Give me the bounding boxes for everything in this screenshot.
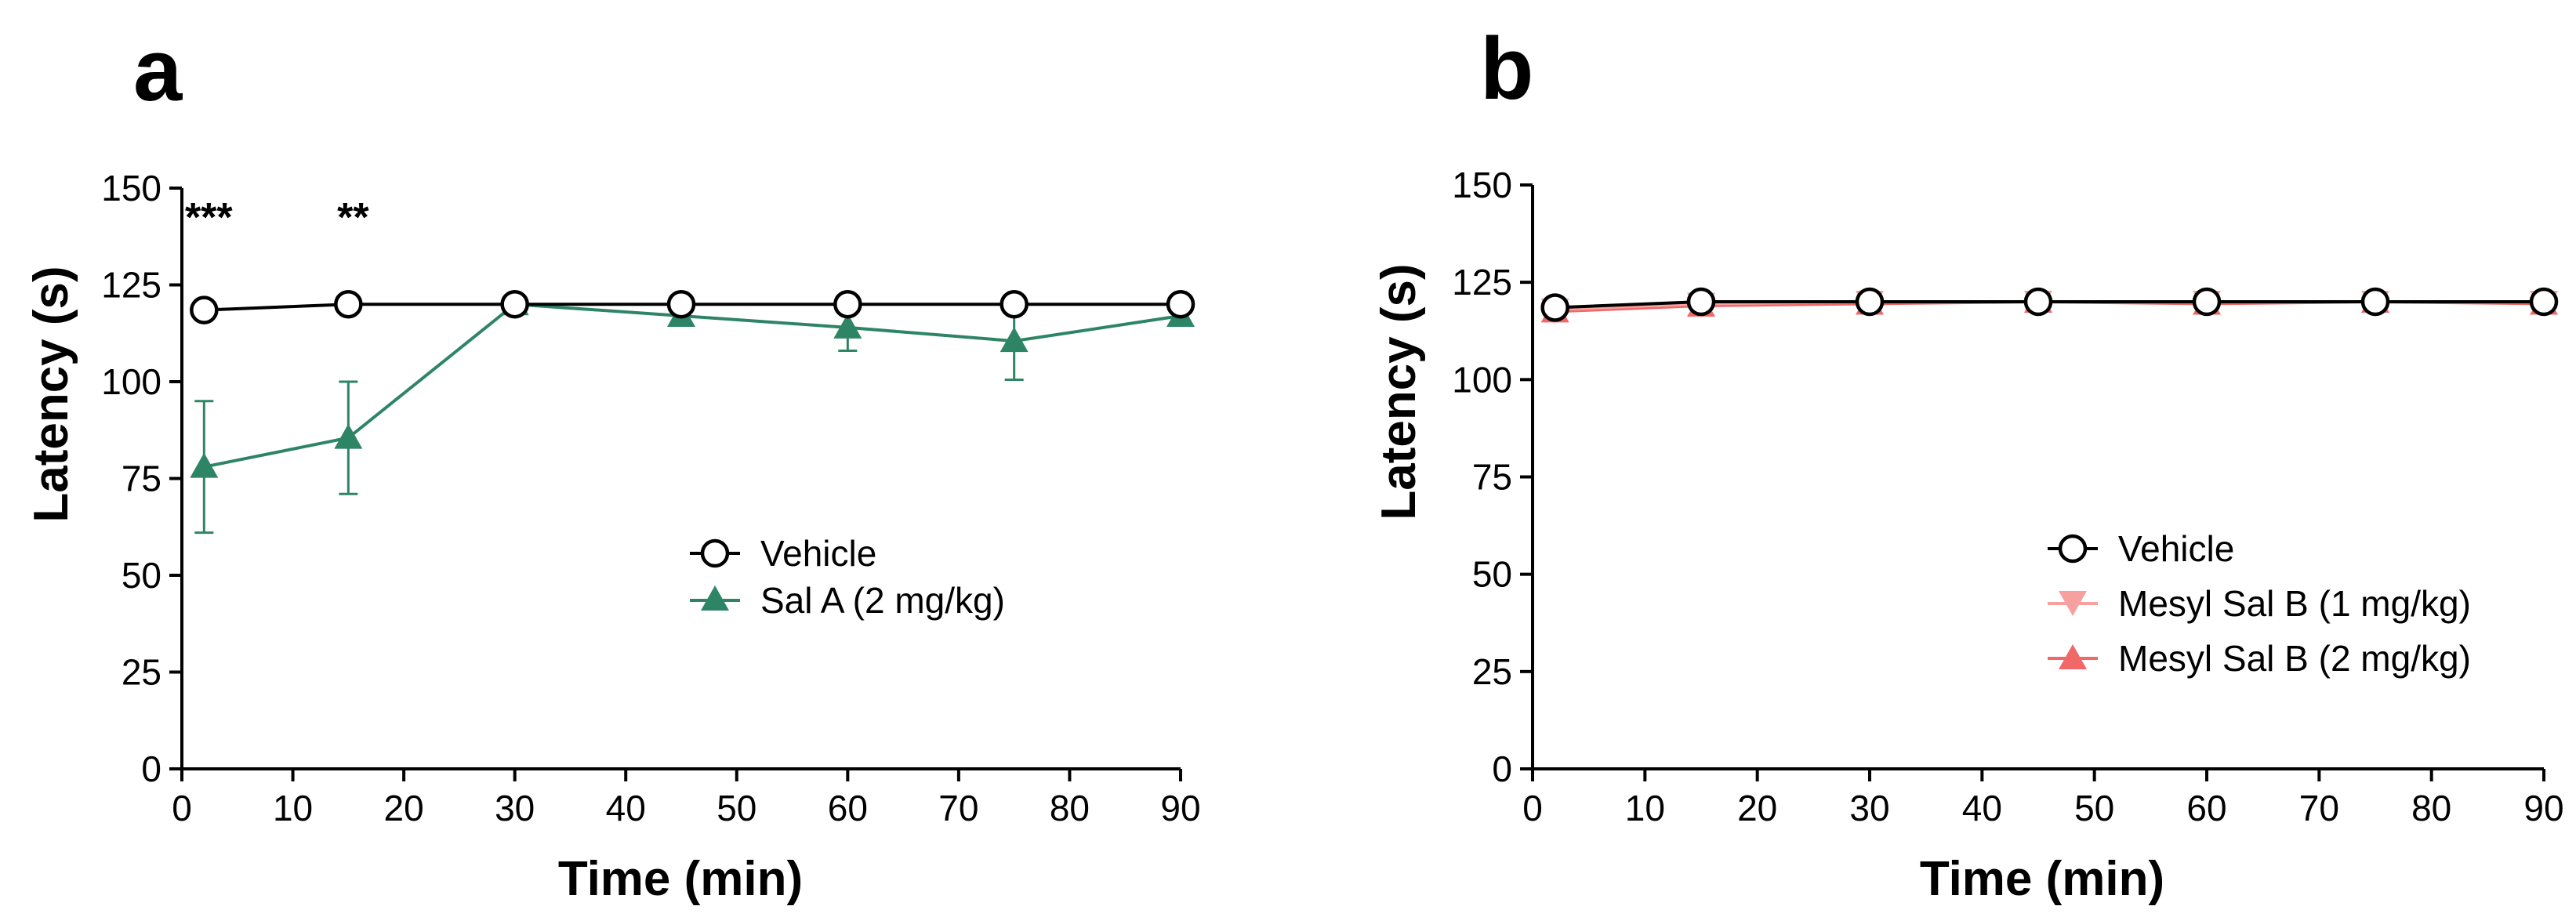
data-point [833,289,862,319]
x-tick-label-50: 50 [717,788,756,828]
y-tick-label-125: 125 [1452,262,1512,303]
data-point [334,423,363,449]
x-tick-label-70: 70 [2299,788,2339,828]
data-point [334,289,363,319]
data-point [2529,287,2559,317]
series-1 [190,290,1195,535]
x-tick-label-70: 70 [938,788,978,828]
panel-a-annotations: *** ** [185,195,369,241]
x-tick-label-0: 0 [172,788,192,828]
data-point [1855,287,1885,317]
data-point [190,452,219,478]
panel-a: a 0 25 50 75 100 125 150 0 10 20 30 40 50 60 70 80 90 Ti… [24,21,1201,906]
x-tick-label-20: 20 [384,788,424,828]
panel-a-series [190,289,1195,535]
data-point [190,295,219,324]
x-tick-label-20: 20 [1737,788,1777,828]
panel-b-legend-mesyl-2: Mesyl Sal B (2 mg/kg) [2048,638,2471,679]
panel-b-ticks: 0 25 50 75 100 125 150 0 10 20 30 40 50 60 70 80 90 [1452,165,2563,828]
legend-label-vehicle: Vehicle [760,533,876,574]
series-0 [1540,287,2559,322]
data-point [1000,327,1029,353]
data-point [500,289,529,319]
data-point [1000,289,1029,319]
panel-b: b 0 25 50 75 100 125 150 0 10 20 30 40 50 60 70 80 90 Ti… [1372,20,2564,906]
panel-b-legend: Vehicle Mesyl Sal B (1 mg/kg) Mesyl Sal … [2048,528,2471,679]
x-tick-label-30: 30 [495,788,535,828]
panel-a-x-axis-label: Time (min) [558,852,803,906]
series-0 [190,289,1195,324]
panel-letter-a: a [133,21,183,119]
x-tick-label-80: 80 [1050,788,1090,828]
data-point [2023,287,2053,317]
panel-a-legend-sal-a: Sal A (2 mg/kg) [690,580,1005,621]
x-tick-label-60: 60 [2186,788,2226,828]
legend-marker-mesyl-1 [2059,591,2087,616]
y-tick-label-0: 0 [141,748,161,789]
x-tick-label-10: 10 [1625,788,1665,828]
panel-a-ticks: 0 25 50 75 100 125 150 0 10 20 30 40 50 60 70 80 90 [101,168,1200,828]
panel-b-legend-vehicle: Vehicle [2048,528,2234,569]
y-tick-label-25: 25 [1472,651,1512,692]
significance-annotation-1: ** [337,195,369,241]
legend-marker-mesyl-2 [2059,644,2087,669]
data-point [2192,287,2222,317]
legend-marker-vehicle [2058,534,2088,564]
data-point [1166,289,1195,319]
x-tick-label-60: 60 [828,788,868,828]
x-tick-label-90: 90 [1160,788,1200,828]
y-tick-label-0: 0 [1492,748,1512,789]
legend-label-vehicle: Vehicle [2118,528,2234,569]
y-tick-label-75: 75 [122,458,161,499]
y-tick-label-50: 50 [122,555,161,596]
y-tick-label-50: 50 [1472,554,1512,595]
x-tick-label-90: 90 [2523,788,2563,828]
panel-a-y-axis-label: Latency (s) [24,266,78,522]
data-point [2360,287,2390,317]
panel-b-legend-mesyl-1: Mesyl Sal B (1 mg/kg) [2048,583,2471,624]
y-tick-label-125: 125 [101,265,161,306]
legend-label-sal-a: Sal A (2 mg/kg) [760,580,1005,621]
y-tick-label-75: 75 [1472,457,1512,498]
x-tick-label-30: 30 [1849,788,1889,828]
data-point [1686,287,1716,317]
data-point [833,313,862,339]
x-tick-label-10: 10 [273,788,313,828]
x-tick-label-80: 80 [2411,788,2451,828]
y-tick-label-150: 150 [1452,165,1512,205]
y-tick-label-100: 100 [1452,359,1512,400]
data-point [1540,293,1569,322]
panel-letter-b: b [1480,20,1533,118]
panel-a-legend-vehicle: Vehicle [690,533,876,574]
x-tick-label-40: 40 [606,788,646,828]
y-tick-label-25: 25 [122,652,161,693]
y-tick-label-100: 100 [101,361,161,402]
legend-label-mesyl-1: Mesyl Sal B (1 mg/kg) [2118,583,2471,624]
panel-a-legend: Vehicle Sal A (2 mg/kg) [690,533,1005,621]
panel-b-axes [1531,185,2544,770]
panel-a-axes [180,188,1181,770]
x-tick-label-50: 50 [2074,788,2114,828]
legend-label-mesyl-2: Mesyl Sal B (2 mg/kg) [2118,638,2471,679]
data-point [666,289,696,319]
legend-marker-vehicle [700,538,730,568]
x-tick-label-0: 0 [1522,788,1543,828]
legend-marker-sal-a [701,585,729,611]
significance-annotation-0: *** [185,195,233,241]
x-tick-label-40: 40 [1962,788,2002,828]
panel-b-y-axis-label: Latency (s) [1372,263,1426,520]
y-tick-label-150: 150 [101,168,161,208]
panel-b-series [1540,287,2559,324]
panel-b-x-axis-label: Time (min) [1920,852,2164,906]
